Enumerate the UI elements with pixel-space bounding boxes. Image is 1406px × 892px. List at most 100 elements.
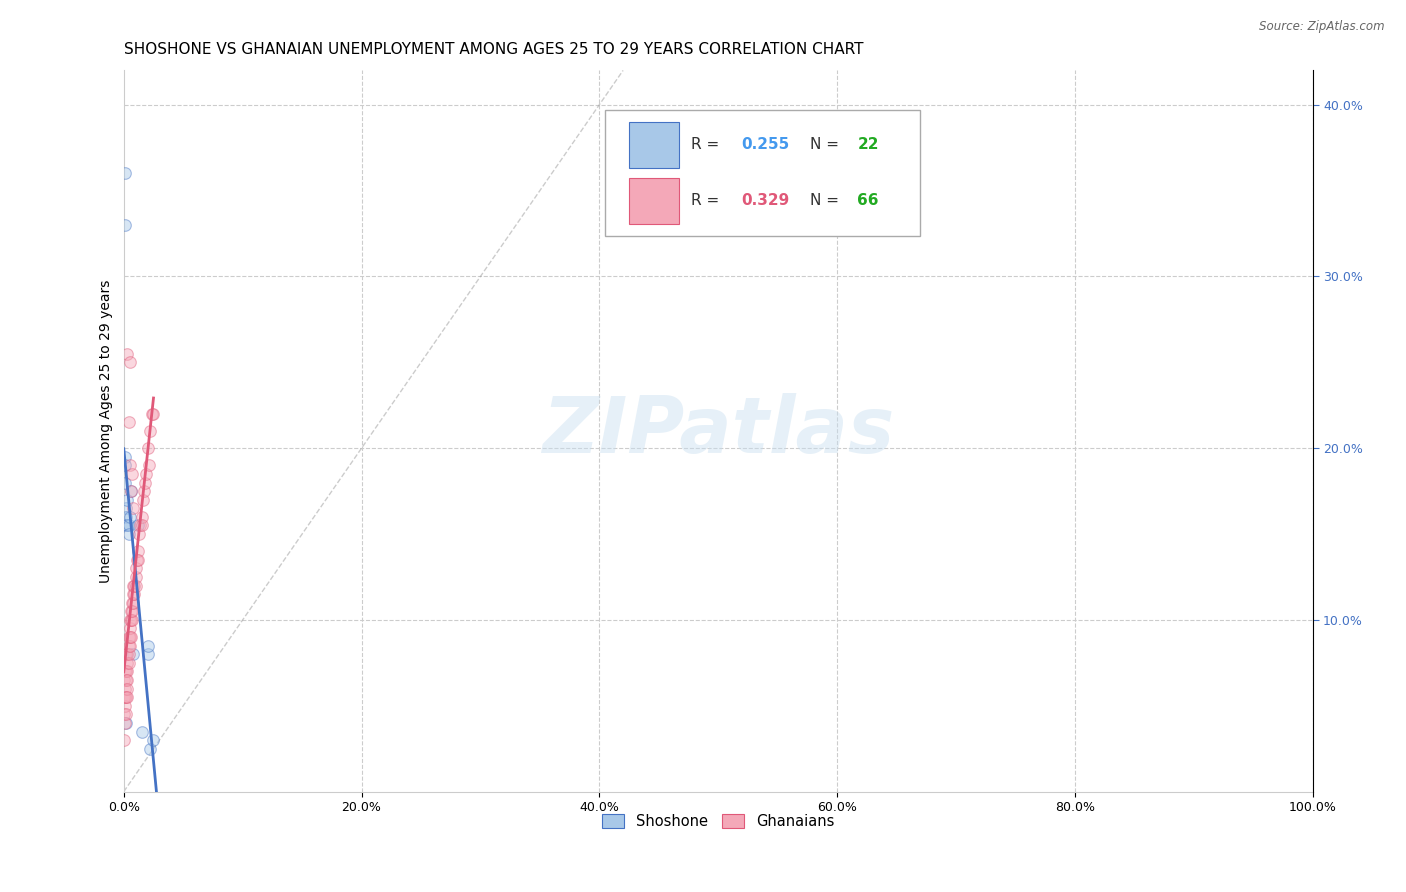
Text: 22: 22 bbox=[858, 137, 879, 153]
Point bbox=[117, 647, 139, 661]
Text: Source: ZipAtlas.com: Source: ZipAtlas.com bbox=[1260, 20, 1385, 33]
Point bbox=[117, 656, 139, 670]
Point bbox=[115, 665, 138, 679]
Point bbox=[136, 647, 159, 661]
Legend: Shoshone, Ghanaians: Shoshone, Ghanaians bbox=[596, 808, 839, 835]
Point bbox=[112, 673, 135, 687]
Point bbox=[114, 681, 136, 696]
Point bbox=[118, 622, 141, 636]
Point bbox=[117, 681, 139, 696]
Point bbox=[114, 665, 136, 679]
Point bbox=[115, 690, 138, 705]
Point bbox=[120, 484, 142, 499]
Point bbox=[128, 527, 150, 541]
Point bbox=[122, 578, 145, 592]
Point bbox=[122, 596, 145, 610]
Text: N =: N = bbox=[810, 137, 844, 153]
Point bbox=[124, 570, 146, 584]
Point bbox=[117, 665, 139, 679]
Point bbox=[117, 347, 139, 361]
Point bbox=[115, 509, 138, 524]
Point bbox=[117, 630, 139, 644]
Text: ZIPatlas: ZIPatlas bbox=[543, 393, 894, 469]
Point bbox=[131, 518, 153, 533]
Point bbox=[118, 458, 141, 473]
Point bbox=[117, 492, 139, 507]
Point bbox=[115, 715, 138, 730]
Point bbox=[142, 733, 165, 747]
Point bbox=[117, 690, 139, 705]
Point bbox=[120, 604, 142, 618]
Text: 0.255: 0.255 bbox=[741, 137, 789, 153]
Point bbox=[142, 407, 165, 421]
Point bbox=[121, 467, 143, 481]
Point bbox=[122, 647, 145, 661]
Point bbox=[117, 527, 139, 541]
Point bbox=[129, 518, 152, 533]
Text: 0.329: 0.329 bbox=[741, 194, 789, 209]
Point bbox=[114, 698, 136, 713]
Point bbox=[136, 441, 159, 455]
Point bbox=[117, 673, 139, 687]
Point bbox=[120, 484, 142, 499]
Point bbox=[114, 166, 136, 180]
Point bbox=[121, 604, 143, 618]
Point bbox=[112, 707, 135, 722]
Point bbox=[117, 656, 139, 670]
Point bbox=[124, 561, 146, 575]
Point bbox=[115, 647, 138, 661]
FancyBboxPatch shape bbox=[605, 110, 921, 236]
Point bbox=[135, 467, 157, 481]
Point bbox=[114, 475, 136, 490]
Point bbox=[112, 690, 135, 705]
Point bbox=[120, 630, 142, 644]
Point bbox=[127, 518, 149, 533]
Text: N =: N = bbox=[810, 194, 844, 209]
FancyBboxPatch shape bbox=[628, 122, 679, 168]
Point bbox=[124, 578, 146, 592]
FancyBboxPatch shape bbox=[628, 178, 679, 224]
Point bbox=[127, 553, 149, 567]
Text: R =: R = bbox=[690, 137, 724, 153]
Point bbox=[118, 613, 141, 627]
Text: R =: R = bbox=[690, 194, 724, 209]
Point bbox=[118, 509, 141, 524]
Point bbox=[134, 475, 156, 490]
Point bbox=[117, 416, 139, 430]
Point bbox=[115, 673, 138, 687]
Point bbox=[112, 733, 135, 747]
Point bbox=[132, 492, 155, 507]
Point bbox=[139, 424, 162, 438]
Point bbox=[127, 544, 149, 558]
Point bbox=[115, 518, 138, 533]
Point bbox=[124, 578, 146, 592]
Point bbox=[114, 450, 136, 464]
Point bbox=[118, 630, 141, 644]
Point bbox=[122, 501, 145, 516]
Point bbox=[115, 707, 138, 722]
Point bbox=[117, 647, 139, 661]
Point bbox=[136, 639, 159, 653]
Point bbox=[114, 690, 136, 705]
Point bbox=[132, 484, 155, 499]
Point bbox=[121, 613, 143, 627]
Point bbox=[139, 741, 162, 756]
Point bbox=[125, 553, 148, 567]
Point bbox=[114, 458, 136, 473]
Point bbox=[118, 355, 141, 369]
Point bbox=[115, 501, 138, 516]
Point bbox=[121, 596, 143, 610]
Point bbox=[118, 639, 141, 653]
Y-axis label: Unemployment Among Ages 25 to 29 years: Unemployment Among Ages 25 to 29 years bbox=[100, 279, 114, 582]
Point bbox=[117, 518, 139, 533]
Point bbox=[131, 509, 153, 524]
Point bbox=[120, 613, 142, 627]
Point bbox=[141, 407, 163, 421]
Point bbox=[117, 518, 139, 533]
Text: SHOSHONE VS GHANAIAN UNEMPLOYMENT AMONG AGES 25 TO 29 YEARS CORRELATION CHART: SHOSHONE VS GHANAIAN UNEMPLOYMENT AMONG … bbox=[124, 42, 863, 57]
Point bbox=[131, 724, 153, 739]
Point bbox=[138, 458, 160, 473]
Point bbox=[114, 218, 136, 232]
Text: 66: 66 bbox=[858, 194, 879, 209]
Point bbox=[124, 587, 146, 601]
